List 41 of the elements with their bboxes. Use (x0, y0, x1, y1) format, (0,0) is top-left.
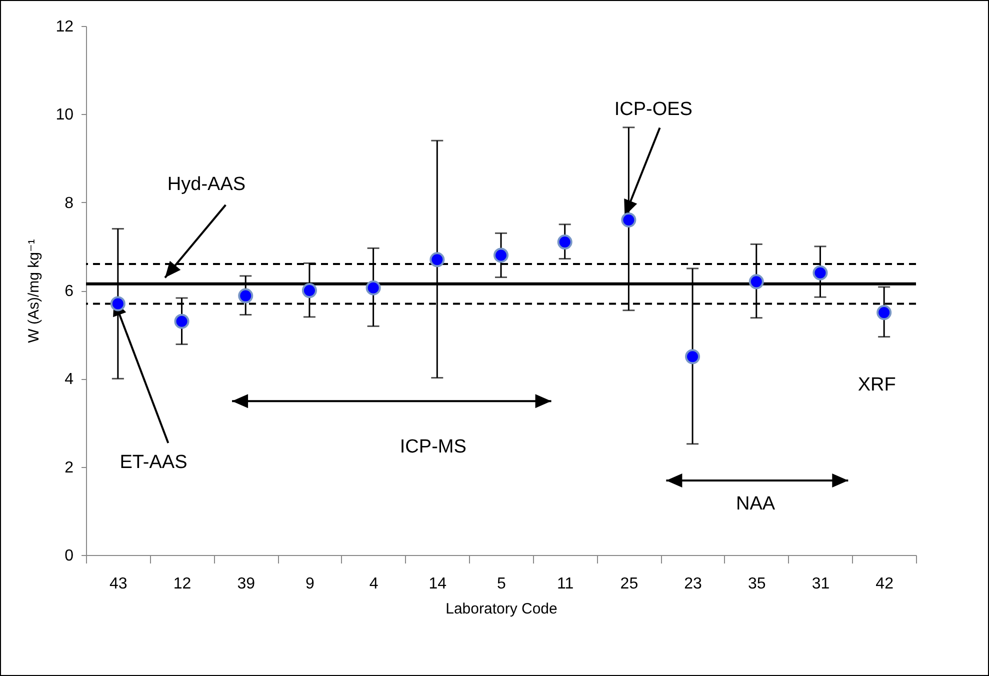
x-tick-label: 4 (369, 576, 378, 592)
y-axis-title: W (As)/mg kg⁻¹ (26, 239, 43, 343)
point (812, 265, 828, 280)
y-tick-label: 8 (64, 194, 74, 212)
annotation: Hyd-AAS (167, 174, 246, 196)
point (174, 314, 190, 329)
point (876, 305, 892, 320)
annotation: XRF (858, 374, 896, 396)
x-tick-label: 25 (620, 576, 638, 592)
x-tick-label: 39 (237, 576, 256, 592)
y-tick-label: 0 (64, 548, 74, 564)
x-tick-label: 14 (428, 576, 447, 592)
point (557, 234, 572, 250)
x-tick-label: 31 (812, 576, 830, 592)
x-axis-title: Laboratory Code (446, 600, 558, 618)
point (302, 282, 317, 298)
point (621, 212, 636, 228)
point (110, 296, 126, 312)
y-tick-label: 4 (64, 371, 74, 388)
annotation: ICP-OES (614, 99, 692, 120)
x-tick-label: 9 (306, 576, 315, 592)
y-tick-label: 10 (56, 106, 74, 124)
point (238, 288, 254, 304)
x-tick-label: 5 (497, 576, 506, 592)
point (493, 248, 509, 263)
annotation: ET-AAS (120, 452, 188, 473)
x-tick-label: 35 (748, 576, 766, 592)
point (430, 252, 445, 268)
x-tick-label: 42 (876, 576, 894, 592)
x-tick-label: 11 (557, 576, 574, 592)
y-tick-label: 2 (64, 459, 74, 476)
point (748, 274, 764, 290)
x-tick-label: 23 (684, 576, 702, 592)
point (366, 280, 381, 296)
y-tick-label: 6 (64, 283, 74, 300)
y-tick-label: 12 (56, 18, 74, 36)
x-tick-label: 12 (173, 576, 192, 592)
annotation: NAA (736, 494, 776, 515)
annotation: ICP-MS (400, 436, 466, 458)
point (685, 349, 700, 364)
x-tick-label: 43 (110, 576, 128, 592)
